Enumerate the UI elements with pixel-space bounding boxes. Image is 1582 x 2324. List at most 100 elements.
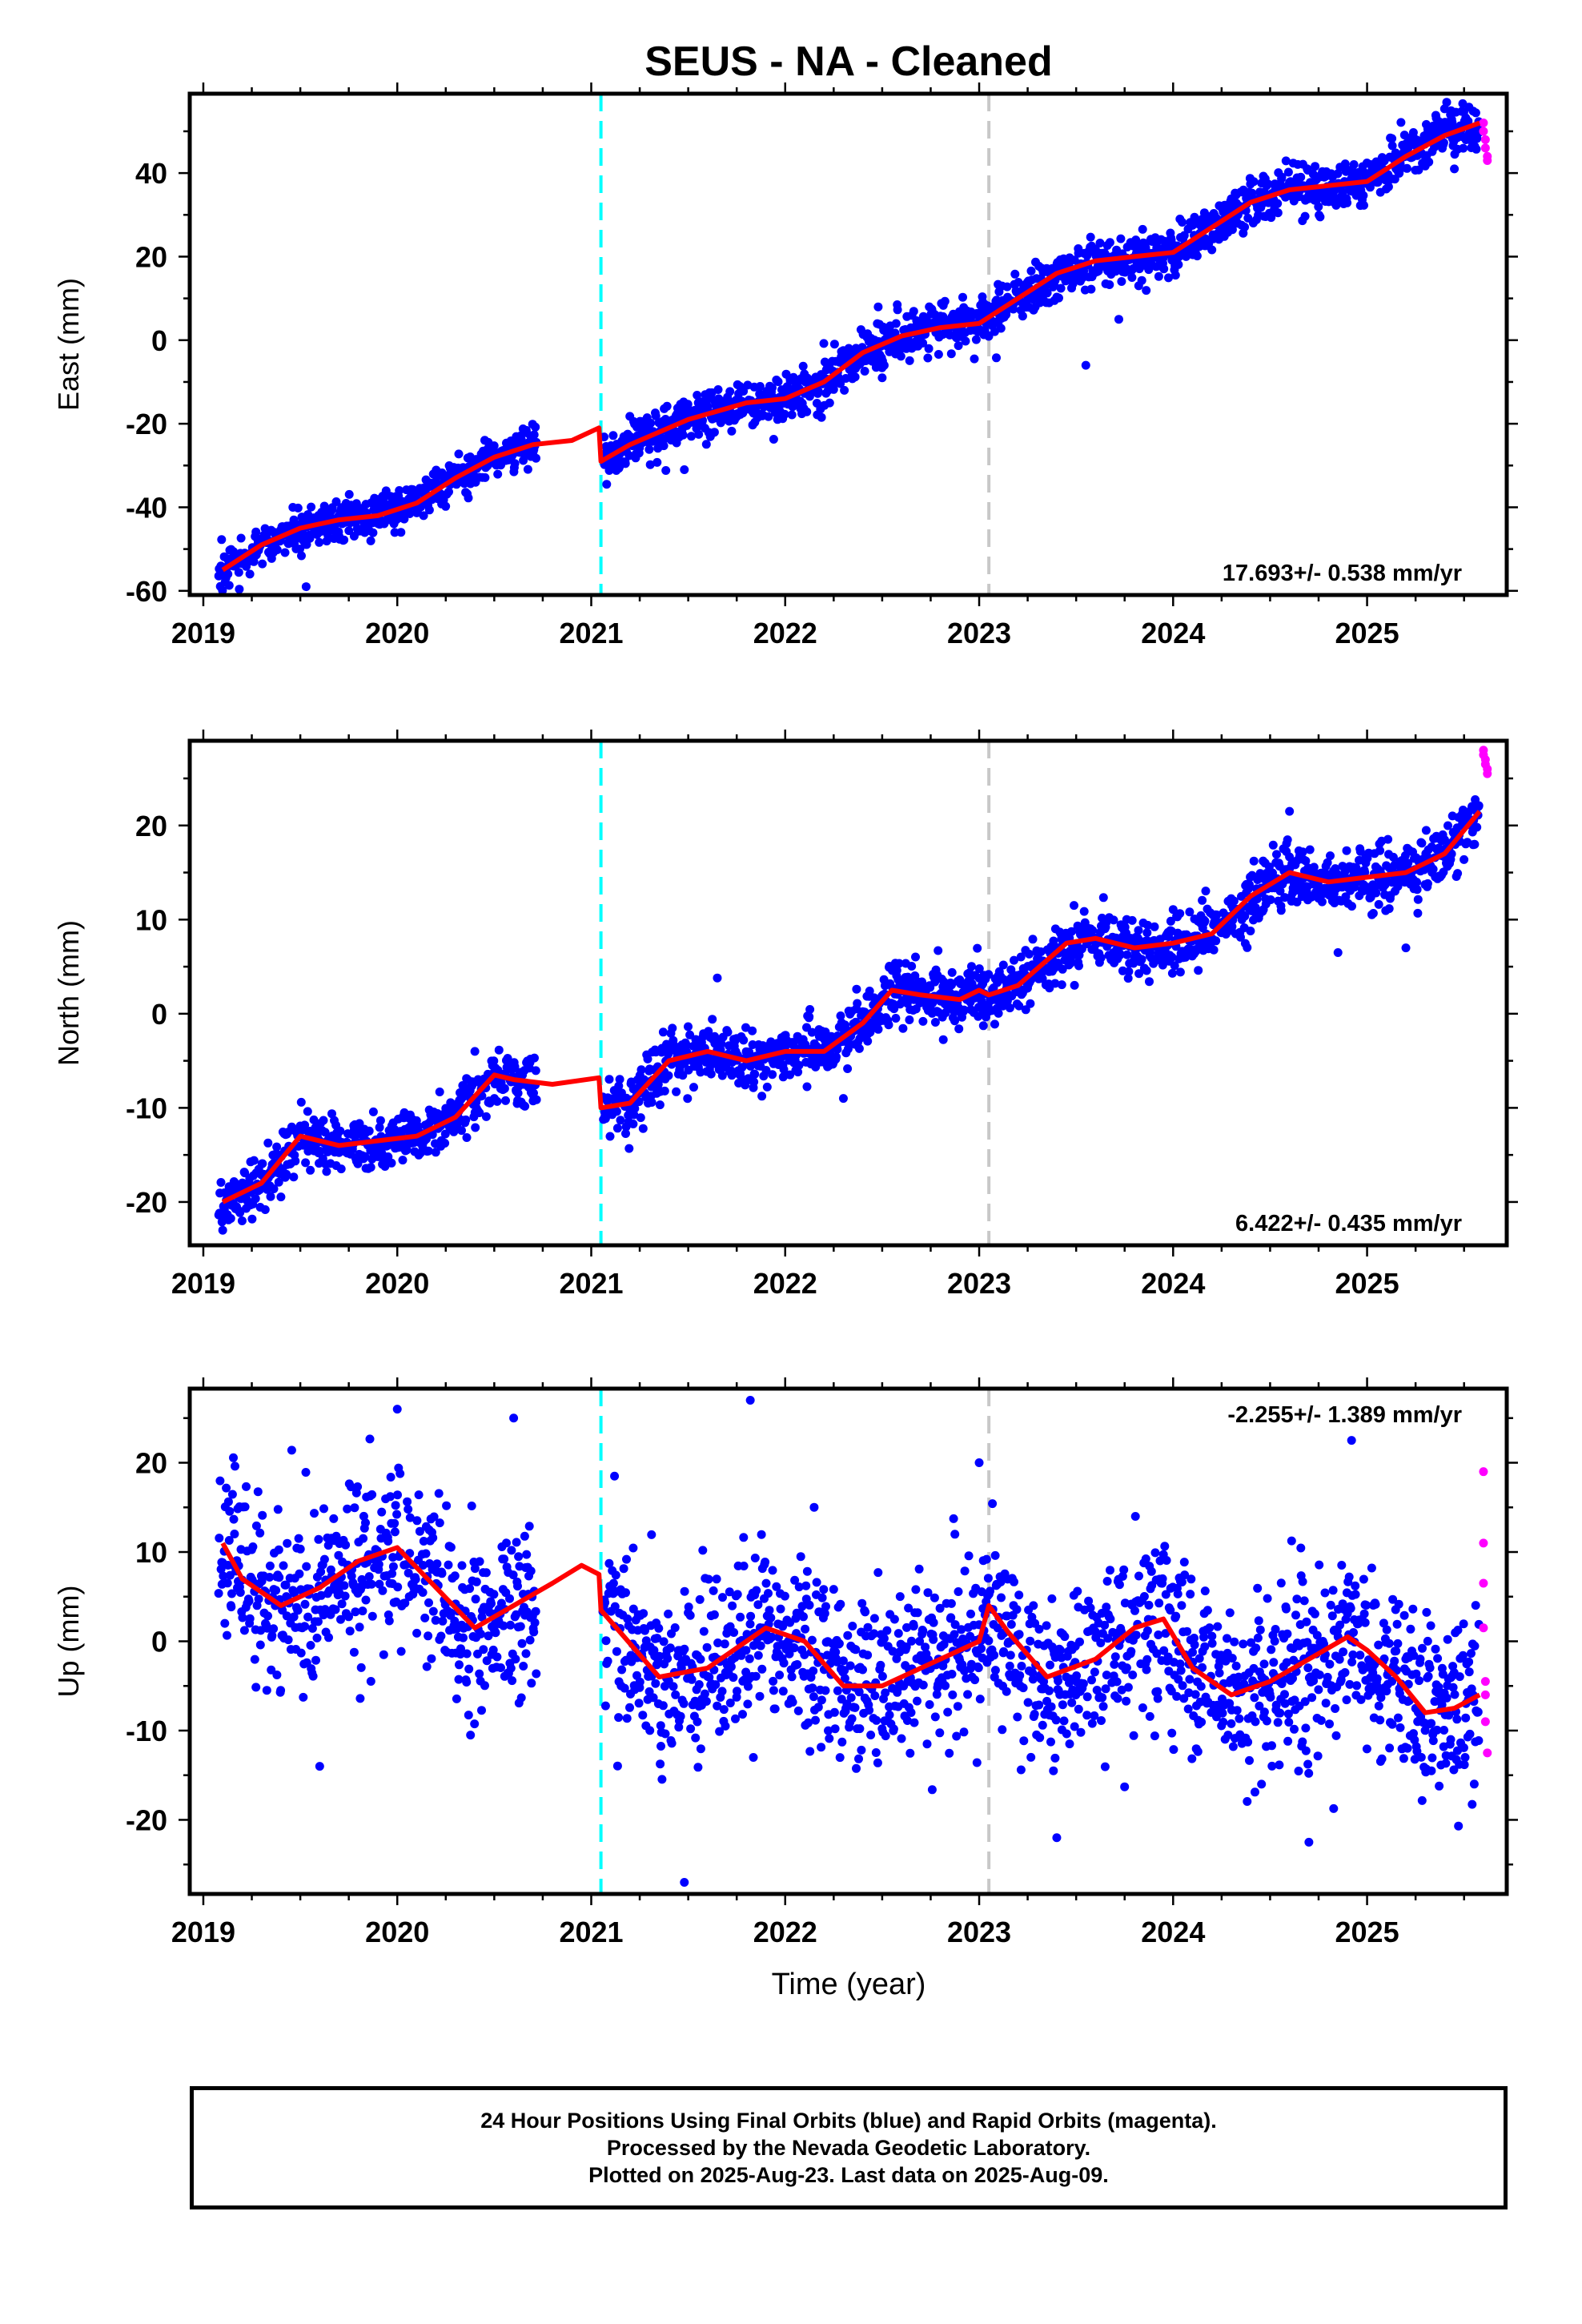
east-final-point — [1056, 283, 1066, 293]
up-final-point — [459, 1633, 468, 1642]
up-final-point — [265, 1573, 275, 1582]
up-final-point — [359, 1534, 368, 1543]
up-final-point — [379, 1650, 388, 1659]
east-final-point — [893, 305, 902, 315]
up-final-point — [610, 1602, 620, 1611]
up-final-point — [346, 1482, 355, 1492]
up-final-point — [669, 1682, 678, 1691]
up-final-point — [393, 1490, 402, 1500]
east-final-point — [923, 353, 933, 363]
east-final-point — [224, 581, 234, 590]
north-final-point — [807, 1027, 817, 1037]
up-final-point — [465, 1584, 475, 1594]
up-final-point — [696, 1744, 705, 1754]
north-final-point — [272, 1142, 282, 1152]
north-final-point — [1021, 1005, 1030, 1015]
up-final-point — [492, 1652, 502, 1662]
north-final-point — [1028, 935, 1038, 944]
up-final-point — [392, 1510, 402, 1519]
up-final-point — [745, 1619, 755, 1629]
north-final-point — [364, 1126, 374, 1136]
east-final-point — [678, 430, 688, 440]
east-final-point — [1002, 282, 1012, 292]
up-final-point — [671, 1690, 681, 1699]
up-final-point — [347, 1571, 356, 1581]
up-final-point — [741, 1646, 751, 1655]
up-final-point — [680, 1586, 689, 1596]
up-final-point — [365, 1434, 375, 1444]
up-final-point — [749, 1641, 758, 1651]
north-y-tick-label: -20 — [126, 1186, 167, 1219]
up-final-point — [532, 1669, 541, 1679]
up-final-point — [388, 1562, 398, 1571]
up-final-point — [663, 1654, 673, 1663]
east-final-point — [223, 569, 233, 579]
north-final-point — [1175, 967, 1185, 977]
up-final-point — [229, 1514, 239, 1524]
north-final-point — [1360, 867, 1370, 877]
north-final-point — [873, 1024, 883, 1034]
up-final-point — [744, 1682, 753, 1691]
up-final-point — [514, 1552, 524, 1562]
north-final-point — [917, 980, 927, 990]
east-final-point — [1472, 144, 1481, 154]
up-final-point — [516, 1622, 525, 1631]
north-final-point — [1472, 822, 1482, 832]
up-final-point — [645, 1726, 655, 1735]
north-final-point — [1413, 895, 1423, 904]
up-final-point — [339, 1581, 349, 1590]
up-final-point — [323, 1541, 333, 1550]
north-final-point — [628, 1120, 638, 1128]
north-final-point — [978, 1021, 988, 1031]
up-final-point — [621, 1588, 630, 1598]
north-final-point — [218, 1225, 227, 1235]
east-final-point — [1315, 212, 1325, 222]
north-final-point — [1167, 952, 1177, 962]
north-final-point — [939, 977, 949, 987]
east-final-point — [608, 431, 618, 440]
up-final-point — [350, 1503, 359, 1513]
east-final-point — [1105, 280, 1114, 289]
up-final-point — [526, 1566, 536, 1576]
north-final-point — [905, 1015, 914, 1024]
up-final-point — [731, 1714, 740, 1723]
up-final-point — [239, 1626, 249, 1635]
north-final-point — [1421, 826, 1431, 835]
up-final-point — [303, 1612, 313, 1622]
up-final-point — [296, 1648, 306, 1658]
north-final-point — [614, 1081, 624, 1091]
east-final-point — [1138, 224, 1147, 234]
east-final-point — [529, 430, 539, 440]
up-final-point — [450, 1571, 460, 1581]
up-final-point — [242, 1482, 251, 1491]
east-final-point — [768, 383, 777, 392]
north-final-point — [911, 952, 920, 962]
up-final-point — [265, 1561, 275, 1570]
up-final-point — [525, 1635, 535, 1645]
north-final-point — [1245, 880, 1254, 890]
up-final-point — [227, 1602, 236, 1612]
north-final-point — [1227, 922, 1237, 931]
north-final-point — [689, 1083, 698, 1092]
north-final-point — [481, 1112, 491, 1121]
up-final-point — [484, 1631, 493, 1641]
north-final-point — [1428, 864, 1438, 874]
east-final-point — [1263, 179, 1273, 189]
up-final-point — [222, 1483, 231, 1493]
east-final-point — [659, 441, 669, 451]
east-final-point — [1170, 271, 1180, 280]
east-final-point — [297, 551, 306, 561]
up-final-point — [287, 1445, 296, 1455]
north-final-point — [768, 1070, 777, 1080]
east-final-point — [510, 459, 520, 468]
east-final-point — [970, 354, 979, 364]
north-final-point — [1474, 801, 1484, 810]
up-final-point — [404, 1505, 413, 1514]
east-final-point — [396, 528, 406, 537]
up-final-point — [386, 1473, 396, 1482]
up-final-point — [655, 1651, 665, 1661]
north-final-point — [967, 962, 976, 971]
up-final-point — [366, 1677, 375, 1686]
north-final-point — [269, 1184, 279, 1193]
